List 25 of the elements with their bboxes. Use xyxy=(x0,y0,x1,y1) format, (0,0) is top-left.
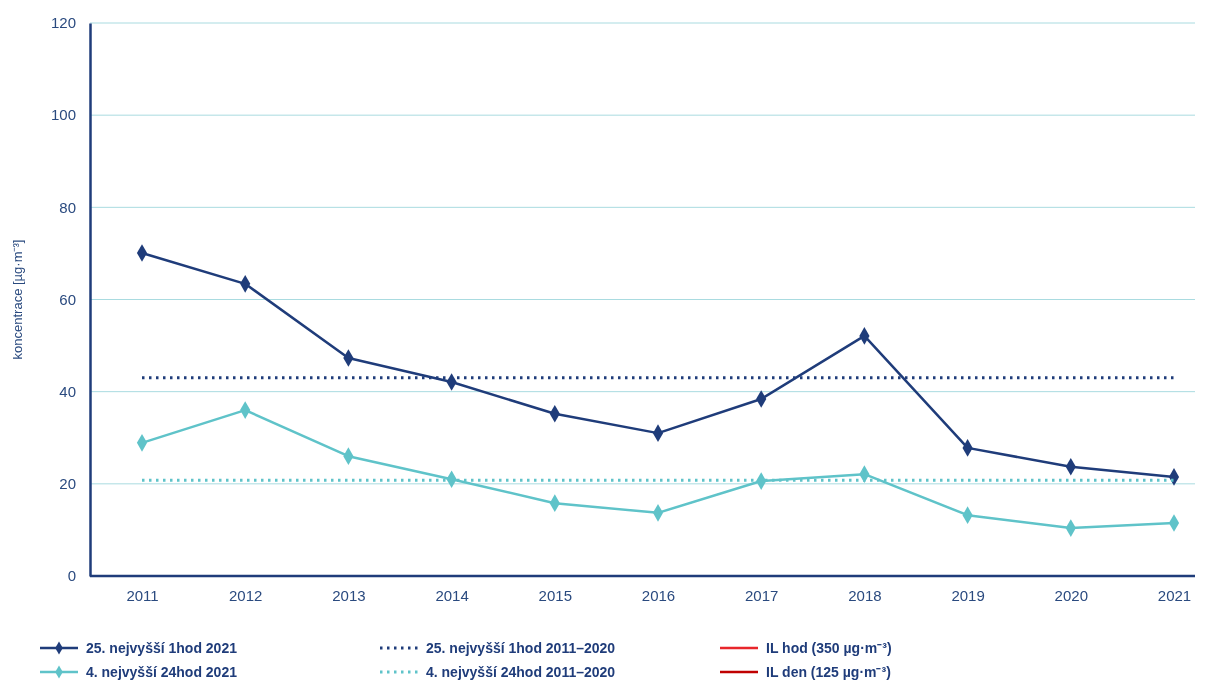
x-tick-label: 2013 xyxy=(332,586,366,604)
x-tick-label: 2014 xyxy=(435,586,469,604)
x-tick-label: 2018 xyxy=(848,586,882,604)
x-tick-label: 2015 xyxy=(538,586,572,604)
legend-label: 4. nejvyšší 24hod 2011–2020 xyxy=(426,664,616,680)
y-tick-label: 20 xyxy=(59,475,76,493)
x-tick-label: 2017 xyxy=(745,586,779,604)
y-tick-label: 80 xyxy=(59,198,76,216)
y-tick-label: 60 xyxy=(59,290,76,308)
x-tick-label: 2016 xyxy=(641,586,676,604)
y-axis-title: koncentrace [µg·m⁻³] xyxy=(10,239,25,360)
x-tick-label: 2019 xyxy=(951,586,985,604)
x-tick-label: 2012 xyxy=(229,586,263,604)
legend-label: 25. nejvyšší 1hod 2011–2020 xyxy=(426,640,616,656)
y-tick-label: 100 xyxy=(50,106,76,124)
x-tick-label: 2011 xyxy=(126,586,159,604)
legend-label: IL hod (350 µg·m⁻³) xyxy=(766,640,892,656)
legend-label: 4. nejvyšší 24hod 2021 xyxy=(86,664,238,680)
x-tick-label: 2020 xyxy=(1054,586,1088,604)
legend-label: IL den (125 µg·m⁻³) xyxy=(766,664,891,680)
x-tick-label: 2021 xyxy=(1157,586,1192,604)
y-tick-label: 120 xyxy=(50,14,76,32)
legend-label: 25. nejvyšší 1hod 2021 xyxy=(86,640,238,656)
y-tick-label: 0 xyxy=(67,567,76,585)
y-tick-label: 40 xyxy=(59,382,76,400)
